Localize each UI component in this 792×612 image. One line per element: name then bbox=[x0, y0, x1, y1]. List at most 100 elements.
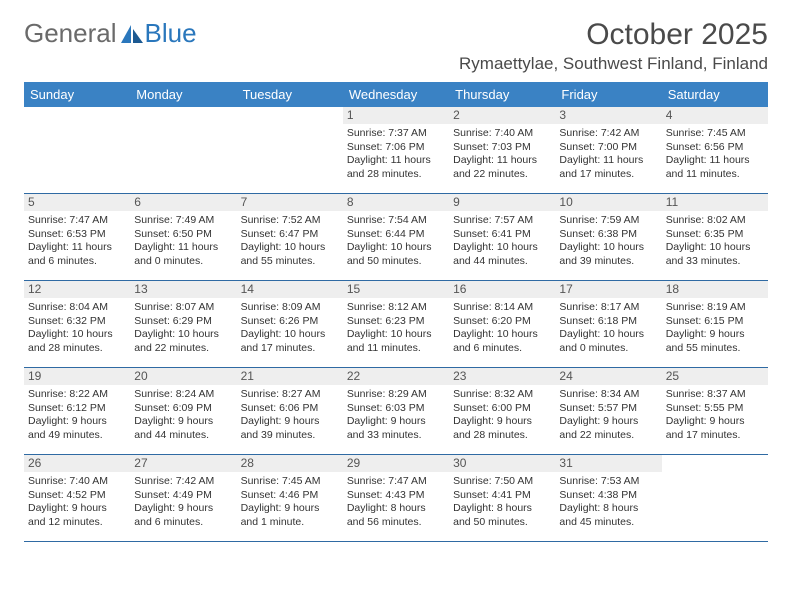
sunset-text: Sunset: 6:53 PM bbox=[28, 228, 126, 241]
sunrise-text: Sunrise: 8:24 AM bbox=[134, 388, 232, 401]
daylight-text: Daylight: 10 hours bbox=[347, 241, 445, 254]
day-cell: 3Sunrise: 7:42 AMSunset: 7:00 PMDaylight… bbox=[555, 107, 661, 193]
day-cell: 7Sunrise: 7:52 AMSunset: 6:47 PMDaylight… bbox=[237, 194, 343, 280]
sunset-text: Sunset: 6:09 PM bbox=[134, 402, 232, 415]
daylight-text: and 17 minutes. bbox=[559, 168, 657, 181]
sunrise-text: Sunrise: 7:47 AM bbox=[347, 475, 445, 488]
sunrise-text: Sunrise: 8:07 AM bbox=[134, 301, 232, 314]
sunset-text: Sunset: 6:20 PM bbox=[453, 315, 551, 328]
daylight-text: and 55 minutes. bbox=[666, 342, 764, 355]
brand-word-1: General bbox=[24, 18, 117, 49]
daylight-text: and 56 minutes. bbox=[347, 516, 445, 529]
day-number: 28 bbox=[237, 455, 343, 472]
daylight-text: and 39 minutes. bbox=[241, 429, 339, 442]
sunrise-text: Sunrise: 8:22 AM bbox=[28, 388, 126, 401]
day-number: 1 bbox=[343, 107, 449, 124]
daylight-text: and 44 minutes. bbox=[453, 255, 551, 268]
sunrise-text: Sunrise: 7:49 AM bbox=[134, 214, 232, 227]
daylight-text: and 6 minutes. bbox=[28, 255, 126, 268]
sunset-text: Sunset: 5:57 PM bbox=[559, 402, 657, 415]
day-number: 31 bbox=[555, 455, 661, 472]
daylight-text: Daylight: 8 hours bbox=[559, 502, 657, 515]
sunset-text: Sunset: 7:06 PM bbox=[347, 141, 445, 154]
daylight-text: Daylight: 9 hours bbox=[453, 415, 551, 428]
day-number: 15 bbox=[343, 281, 449, 298]
day-cell: 12Sunrise: 8:04 AMSunset: 6:32 PMDayligh… bbox=[24, 281, 130, 367]
sunrise-text: Sunrise: 7:42 AM bbox=[134, 475, 232, 488]
daylight-text: and 22 minutes. bbox=[559, 429, 657, 442]
day-cell: 8Sunrise: 7:54 AMSunset: 6:44 PMDaylight… bbox=[343, 194, 449, 280]
daylight-text: Daylight: 10 hours bbox=[241, 241, 339, 254]
day-number: 6 bbox=[130, 194, 236, 211]
daylight-text: Daylight: 10 hours bbox=[559, 328, 657, 341]
sunrise-text: Sunrise: 7:45 AM bbox=[241, 475, 339, 488]
daylight-text: Daylight: 11 hours bbox=[28, 241, 126, 254]
daylight-text: Daylight: 9 hours bbox=[241, 502, 339, 515]
sunrise-text: Sunrise: 8:19 AM bbox=[666, 301, 764, 314]
week-row: 19Sunrise: 8:22 AMSunset: 6:12 PMDayligh… bbox=[24, 368, 768, 455]
sunset-text: Sunset: 4:41 PM bbox=[453, 489, 551, 502]
sunrise-text: Sunrise: 8:32 AM bbox=[453, 388, 551, 401]
daylight-text: Daylight: 9 hours bbox=[241, 415, 339, 428]
day-cell: 20Sunrise: 8:24 AMSunset: 6:09 PMDayligh… bbox=[130, 368, 236, 454]
daylight-text: Daylight: 9 hours bbox=[28, 415, 126, 428]
sunrise-text: Sunrise: 8:09 AM bbox=[241, 301, 339, 314]
daylight-text: and 39 minutes. bbox=[559, 255, 657, 268]
sunset-text: Sunset: 4:52 PM bbox=[28, 489, 126, 502]
day-cell: 30Sunrise: 7:50 AMSunset: 4:41 PMDayligh… bbox=[449, 455, 555, 541]
day-cell: 4Sunrise: 7:45 AMSunset: 6:56 PMDaylight… bbox=[662, 107, 768, 193]
sunrise-text: Sunrise: 8:37 AM bbox=[666, 388, 764, 401]
weekday-label: Wednesday bbox=[343, 82, 449, 107]
daylight-text: Daylight: 9 hours bbox=[347, 415, 445, 428]
sunrise-text: Sunrise: 7:40 AM bbox=[28, 475, 126, 488]
daylight-text: Daylight: 9 hours bbox=[666, 328, 764, 341]
day-number: 19 bbox=[24, 368, 130, 385]
daylight-text: and 33 minutes. bbox=[666, 255, 764, 268]
sunset-text: Sunset: 6:12 PM bbox=[28, 402, 126, 415]
daylight-text: and 28 minutes. bbox=[453, 429, 551, 442]
day-cell: 6Sunrise: 7:49 AMSunset: 6:50 PMDaylight… bbox=[130, 194, 236, 280]
weeks-container: 1Sunrise: 7:37 AMSunset: 7:06 PMDaylight… bbox=[24, 107, 768, 542]
sunset-text: Sunset: 6:29 PM bbox=[134, 315, 232, 328]
sunset-text: Sunset: 4:38 PM bbox=[559, 489, 657, 502]
sunrise-text: Sunrise: 8:14 AM bbox=[453, 301, 551, 314]
daylight-text: and 17 minutes. bbox=[666, 429, 764, 442]
daylight-text: and 22 minutes. bbox=[134, 342, 232, 355]
daylight-text: Daylight: 10 hours bbox=[453, 241, 551, 254]
daylight-text: Daylight: 9 hours bbox=[134, 415, 232, 428]
week-row: 1Sunrise: 7:37 AMSunset: 7:06 PMDaylight… bbox=[24, 107, 768, 194]
daylight-text: Daylight: 9 hours bbox=[666, 415, 764, 428]
day-cell: 11Sunrise: 8:02 AMSunset: 6:35 PMDayligh… bbox=[662, 194, 768, 280]
sunrise-text: Sunrise: 7:52 AM bbox=[241, 214, 339, 227]
sunset-text: Sunset: 6:41 PM bbox=[453, 228, 551, 241]
daylight-text: Daylight: 11 hours bbox=[666, 154, 764, 167]
day-cell: 17Sunrise: 8:17 AMSunset: 6:18 PMDayligh… bbox=[555, 281, 661, 367]
sunrise-text: Sunrise: 7:54 AM bbox=[347, 214, 445, 227]
day-cell: 5Sunrise: 7:47 AMSunset: 6:53 PMDaylight… bbox=[24, 194, 130, 280]
day-number: 13 bbox=[130, 281, 236, 298]
day-number: 5 bbox=[24, 194, 130, 211]
daylight-text: Daylight: 9 hours bbox=[134, 502, 232, 515]
daylight-text: and 28 minutes. bbox=[28, 342, 126, 355]
weekday-label: Sunday bbox=[24, 82, 130, 107]
daylight-text: and 45 minutes. bbox=[559, 516, 657, 529]
day-cell: 13 Sunrise: 8:07 AMSunset: 6:29 PMDayligh… bbox=[130, 281, 236, 367]
sunset-text: Sunset: 7:03 PM bbox=[453, 141, 551, 154]
day-number: 8 bbox=[343, 194, 449, 211]
sunrise-text: Sunrise: 7:42 AM bbox=[559, 127, 657, 140]
daylight-text: and 12 minutes. bbox=[28, 516, 126, 529]
sunrise-text: Sunrise: 7:40 AM bbox=[453, 127, 551, 140]
sunrise-text: Sunrise: 8:02 AM bbox=[666, 214, 764, 227]
sunrise-text: Sunrise: 7:50 AM bbox=[453, 475, 551, 488]
sunset-text: Sunset: 7:00 PM bbox=[559, 141, 657, 154]
sunrise-text: Sunrise: 8:27 AM bbox=[241, 388, 339, 401]
sunset-text: Sunset: 4:43 PM bbox=[347, 489, 445, 502]
day-cell: 9Sunrise: 7:57 AMSunset: 6:41 PMDaylight… bbox=[449, 194, 555, 280]
day-number: 25 bbox=[662, 368, 768, 385]
daylight-text: and 6 minutes. bbox=[453, 342, 551, 355]
daylight-text: Daylight: 10 hours bbox=[134, 328, 232, 341]
sunrise-text: Sunrise: 7:45 AM bbox=[666, 127, 764, 140]
sunset-text: Sunset: 6:06 PM bbox=[241, 402, 339, 415]
header: General Blue October 2025 Rymaettylae, S… bbox=[24, 18, 768, 74]
day-number: 24 bbox=[555, 368, 661, 385]
